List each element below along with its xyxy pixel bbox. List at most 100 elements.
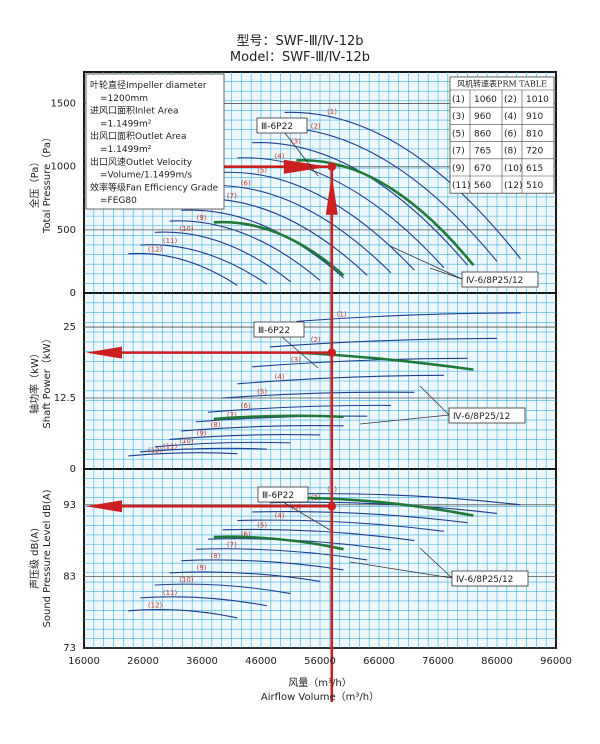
series-line bbox=[140, 447, 267, 453]
y-tick-label: 500 bbox=[57, 225, 76, 236]
callout-frame bbox=[461, 271, 539, 288]
callout-p4-power: Ⅳ-6/8P25/12 bbox=[359, 385, 526, 425]
curve-label: (7) bbox=[227, 412, 237, 420]
series-line bbox=[128, 452, 238, 457]
rpm-table-cell: 765 bbox=[474, 147, 491, 157]
rpm-table-cell: (11) bbox=[452, 181, 470, 191]
x-tick-label: 66000 bbox=[363, 656, 395, 667]
series-line bbox=[154, 231, 291, 283]
series-line bbox=[252, 357, 468, 368]
curve-label: (11) bbox=[163, 442, 178, 450]
rpm-table-cell: (10) bbox=[504, 164, 522, 174]
curve-label: (9) bbox=[197, 564, 207, 572]
series-line bbox=[181, 209, 344, 279]
rpm-table-cell: 1010 bbox=[526, 95, 549, 105]
rpm-table-cell: 910 bbox=[526, 112, 543, 122]
rpm-table-cell: 1060 bbox=[474, 95, 497, 105]
curve-label: (7) bbox=[227, 541, 237, 549]
series-line bbox=[237, 519, 444, 532]
x-tick-label: 46000 bbox=[245, 656, 277, 667]
y-tick-label: 0 bbox=[70, 464, 76, 475]
callout-label: Ⅲ-6P22 bbox=[258, 326, 290, 336]
curve-label: (6) bbox=[241, 402, 251, 410]
curve-label: (8) bbox=[211, 552, 221, 560]
curve-label: (5) bbox=[257, 388, 267, 396]
series-line bbox=[296, 159, 475, 267]
series-line bbox=[296, 312, 521, 322]
info-line: =1.1499m² bbox=[100, 119, 152, 129]
callout-p4-noise: Ⅳ-6/8P25/12 bbox=[349, 547, 529, 587]
series-line bbox=[181, 425, 344, 432]
y-tick-label: 1500 bbox=[51, 99, 76, 110]
curve-label: (11) bbox=[163, 237, 178, 245]
series-line bbox=[128, 252, 238, 286]
curve-label: (12) bbox=[148, 246, 163, 254]
curve-label: (4) bbox=[275, 373, 285, 381]
series-line bbox=[207, 404, 391, 413]
info-box-frame bbox=[85, 73, 225, 210]
series-line bbox=[196, 548, 368, 561]
series-line bbox=[140, 596, 268, 607]
callout-label: Ⅲ-6P22 bbox=[262, 491, 294, 501]
y-axis-title-en: Sound Pressure Level dB(A) bbox=[42, 489, 53, 627]
series-line bbox=[237, 157, 445, 269]
curve-label: (12) bbox=[148, 446, 163, 454]
info-line: =1200mm bbox=[100, 94, 148, 104]
y-tick-label: 25 bbox=[63, 322, 76, 333]
series-line bbox=[154, 583, 291, 595]
panel-noise: 73 83 93 声压级 dB(A) Sound Pressure Level dB(A… bbox=[28, 468, 557, 654]
info-line: 叶轮直径Impeller diameter bbox=[90, 79, 207, 91]
callout-frame bbox=[253, 321, 305, 338]
series-line bbox=[154, 441, 291, 448]
arrowhead-up bbox=[325, 174, 338, 215]
callout-leader bbox=[282, 501, 331, 531]
series-line bbox=[207, 184, 392, 274]
callout-p3-power: Ⅲ-6P22 bbox=[253, 321, 319, 369]
info-line: 出风口面积Outlet Area bbox=[90, 130, 186, 142]
callout-leader bbox=[419, 547, 453, 579]
info-line: 效率等级Fan Efficiency Grade bbox=[90, 181, 219, 193]
x-tick-label: 76000 bbox=[422, 656, 454, 667]
series-line bbox=[213, 220, 345, 277]
curve-label: (12) bbox=[148, 602, 163, 610]
series-line bbox=[140, 244, 268, 285]
info-line: 出口风速Outlet Velocity bbox=[90, 156, 193, 168]
curve-label: (5) bbox=[257, 166, 267, 174]
rpm-table-cell: (4) bbox=[504, 112, 517, 122]
arrowhead-left bbox=[86, 346, 122, 359]
x-tick-label: 36000 bbox=[186, 656, 218, 667]
y-tick-label: 1000 bbox=[51, 162, 76, 173]
callout-frame bbox=[257, 486, 309, 503]
rpm-table-cell: (7) bbox=[452, 147, 465, 157]
callout-label: Ⅲ-6P22 bbox=[261, 122, 293, 132]
x-tick-label: 86000 bbox=[481, 656, 513, 667]
callout-label: Ⅳ-6/8P25/12 bbox=[456, 575, 513, 585]
curve-label: (9) bbox=[197, 429, 207, 437]
series-line bbox=[222, 391, 415, 399]
rpm-table-cell: (1) bbox=[452, 95, 465, 105]
y-tick-label: 12.5 bbox=[54, 393, 76, 404]
info-line: =Volume/1.1499m/s bbox=[100, 171, 192, 181]
curve-label: (1) bbox=[327, 108, 337, 116]
y-tick-label: 0 bbox=[70, 288, 76, 299]
x-tick-label: 26000 bbox=[127, 656, 159, 667]
info-line: =FEG80 bbox=[100, 196, 137, 206]
series-line bbox=[284, 493, 521, 506]
callout-label: Ⅳ-6/8P25/12 bbox=[466, 276, 523, 286]
y-tick-label: 73 bbox=[63, 643, 76, 654]
rpm-table-cell: 670 bbox=[474, 164, 491, 174]
callout-frame bbox=[448, 407, 526, 424]
arrowhead-right bbox=[283, 159, 329, 174]
callout-leader bbox=[349, 561, 453, 579]
curve-label: (2) bbox=[311, 336, 321, 344]
rpm-table: 风机转速表PRM TABLE (1) 1060 (2) 1010 (3) 960 (4) 910… bbox=[449, 76, 555, 194]
curve-label: (7) bbox=[227, 192, 237, 200]
curve-label: (4) bbox=[275, 512, 285, 520]
callout-leader bbox=[389, 245, 463, 280]
rpm-table-cell: (3) bbox=[452, 112, 465, 122]
series-line bbox=[213, 535, 344, 551]
info-line: 进风口面积Inlet Area bbox=[90, 105, 179, 117]
x-tick-label: 16000 bbox=[68, 656, 100, 667]
y-axis-title-cn: 声压级 dB(A) bbox=[28, 528, 41, 589]
